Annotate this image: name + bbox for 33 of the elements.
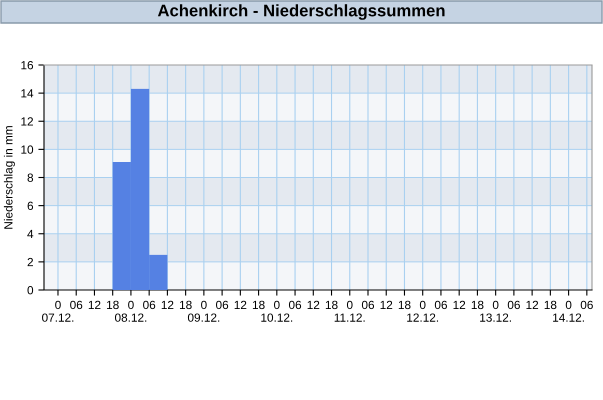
- y-tick-label: 12: [21, 117, 33, 126]
- y-tick-label: 0: [27, 286, 34, 294]
- x-tick-label: 06: [288, 300, 302, 310]
- x-tick-label: 18: [544, 300, 556, 310]
- y-axis-title: Niederschlag in mm: [4, 126, 15, 229]
- y-tick-label: 4: [27, 230, 34, 238]
- x-tick-label: 12: [454, 300, 466, 309]
- y-tick-label: 10: [21, 145, 34, 154]
- x-tick-label: 18: [472, 300, 484, 310]
- x-tick-label: 18: [180, 300, 192, 310]
- x-tick-label: 12: [308, 300, 320, 309]
- x-tick-label: 18: [107, 300, 119, 310]
- x-tick-label: 12: [162, 300, 174, 309]
- x-tick-label: 12: [88, 300, 100, 309]
- x-tick-label: 06: [580, 300, 593, 310]
- x-tick-label: 06: [143, 300, 156, 310]
- x-tick-label: 12: [526, 300, 538, 309]
- y-tick-label: 6: [28, 202, 34, 210]
- x-tick-label: 12: [234, 300, 246, 309]
- x-tick-label: 18: [398, 300, 411, 310]
- x-tick-label: 06: [508, 300, 520, 310]
- x-tick-label: 06: [216, 300, 228, 310]
- x-tick-label: 18: [326, 300, 338, 310]
- y-tick-label: 8: [28, 174, 34, 182]
- x-tick-label: 12: [380, 300, 392, 309]
- x-tick-label: 06: [362, 300, 374, 310]
- x-tick-label: 06: [434, 300, 447, 310]
- y-tick-label: 14: [21, 89, 34, 98]
- chart-title: Achenkirch - Niederschlagssummen: [158, 4, 445, 20]
- x-tick-label: 18: [252, 300, 265, 310]
- y-tick-label: 16: [21, 61, 34, 70]
- x-tick-label: 06: [70, 300, 82, 310]
- y-tick-label: 2: [28, 258, 33, 266]
